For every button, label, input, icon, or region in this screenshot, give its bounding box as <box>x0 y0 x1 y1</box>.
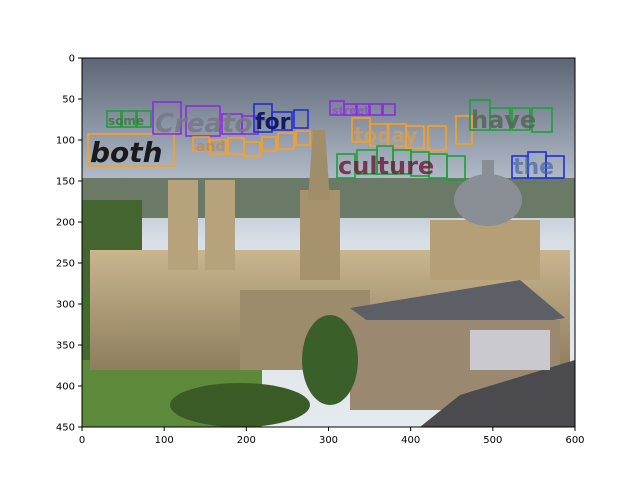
y-tick-label: 0 <box>69 54 75 65</box>
word-have: have <box>471 106 536 134</box>
photo <box>82 58 575 427</box>
word-creator: Creator <box>155 109 267 139</box>
x-tick-label: 600 <box>565 435 584 446</box>
y-tick-label: 100 <box>56 136 75 147</box>
x-tick-label: 300 <box>319 435 338 446</box>
y-tick-label: 150 <box>56 177 75 188</box>
word-overlays: both Creator for and some street <box>87 99 565 181</box>
word-today: today <box>354 123 418 147</box>
word-street: street <box>332 104 369 117</box>
word-some: some <box>108 114 144 128</box>
y-tick-label: 300 <box>56 300 75 311</box>
word-culture: culture <box>338 152 434 180</box>
x-tick-label: 400 <box>401 435 420 446</box>
word-and: and <box>196 139 225 155</box>
word-for: for <box>255 110 291 135</box>
word-both: both <box>90 136 163 169</box>
x-axis-ticks: 0 100 200 300 400 500 600 <box>79 427 585 446</box>
y-tick-label: 350 <box>56 341 75 352</box>
word-the: the <box>513 155 554 180</box>
y-axis-ticks: 0 50 100 150 200 250 300 350 400 450 <box>56 54 82 434</box>
y-tick-label: 50 <box>62 95 75 106</box>
y-tick-label: 450 <box>56 423 75 434</box>
word-box <box>87 133 175 167</box>
x-tick-label: 0 <box>79 435 85 446</box>
x-tick-label: 200 <box>237 435 256 446</box>
y-tick-label: 200 <box>56 218 75 229</box>
x-tick-label: 500 <box>483 435 502 446</box>
x-tick-label: 100 <box>155 435 174 446</box>
y-tick-label: 400 <box>56 382 75 393</box>
y-tick-label: 250 <box>56 259 75 270</box>
